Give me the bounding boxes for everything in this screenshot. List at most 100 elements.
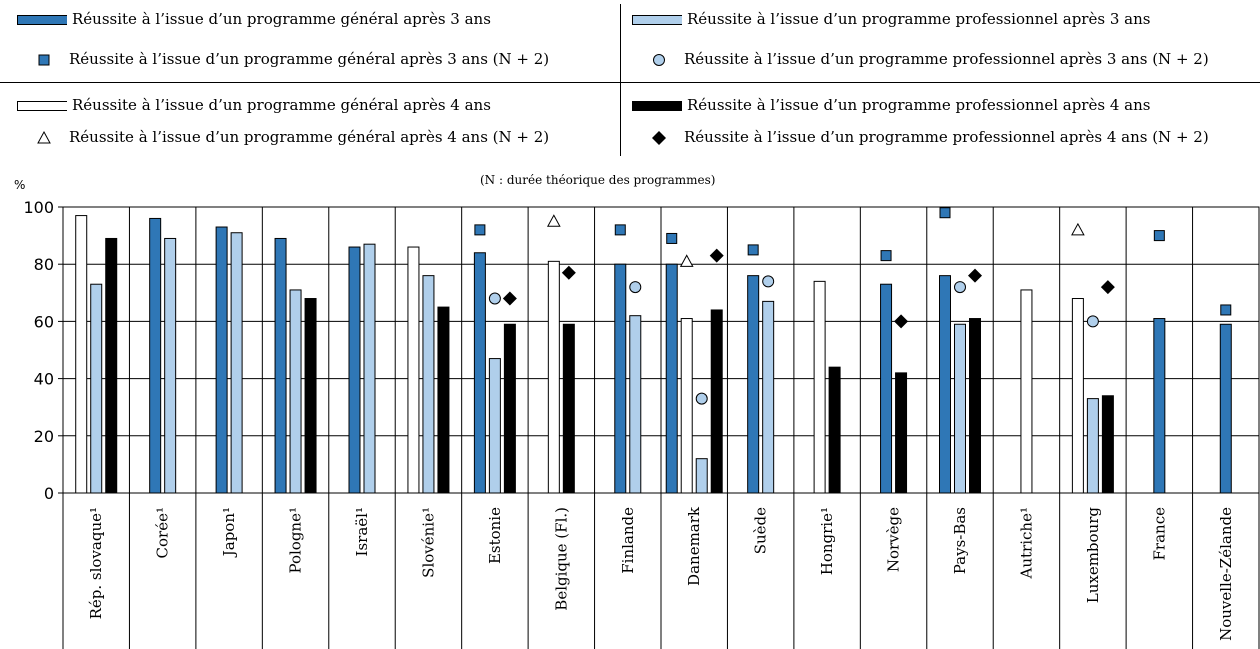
- bar: [1071, 298, 1084, 494]
- bar: [422, 275, 435, 494]
- bar: [614, 263, 627, 494]
- y-tick-label: 60: [34, 312, 54, 331]
- legend-marker: [38, 54, 50, 66]
- bar: [562, 323, 575, 494]
- bar: [828, 366, 841, 494]
- data-marker: [679, 254, 694, 267]
- y-tick-label: 0: [44, 484, 54, 503]
- legend-divider: [620, 4, 621, 156]
- legend-swatch: [632, 101, 682, 111]
- bar: [1219, 323, 1232, 494]
- data-marker: [880, 250, 892, 262]
- x-tick-label: Hongrie¹: [818, 507, 836, 575]
- x-tick-label: Belgique (Fl.): [552, 507, 570, 611]
- bar: [274, 237, 287, 494]
- bar: [629, 315, 642, 494]
- bar: [969, 318, 981, 494]
- data-marker: [1086, 315, 1099, 328]
- x-tick-label: Danemark: [685, 506, 703, 586]
- bar: [710, 309, 723, 494]
- bar: [304, 298, 317, 494]
- legend-label: Réussite à l’issue d’un programme profes…: [684, 128, 1209, 146]
- legend-item: Réussite à l’issue d’un programme profes…: [632, 94, 1252, 116]
- bar: [547, 260, 560, 494]
- bar: [880, 283, 893, 494]
- bar: [149, 217, 162, 494]
- x-tick-label: Slovénie¹: [419, 507, 437, 578]
- data-marker: [502, 291, 517, 306]
- x-tick-label: Nouvelle-Zélande: [1217, 507, 1235, 641]
- bar: [164, 237, 177, 494]
- x-tick-label: Pays-Bas: [951, 507, 969, 574]
- data-marker: [488, 292, 501, 305]
- data-marker: [695, 392, 708, 405]
- legend-swatch: [652, 131, 666, 145]
- bar: [75, 215, 88, 494]
- x-tick-label: Rép. slovaque¹: [87, 507, 105, 619]
- bar: [215, 226, 228, 494]
- x-tick-label: Suède: [752, 507, 770, 554]
- legend-label: Réussite à l’issue d’un programme généra…: [69, 50, 550, 68]
- x-tick-label: Luxembourg: [1084, 507, 1102, 604]
- y-axis-label: %: [14, 178, 26, 192]
- x-tick-label: Autriche¹: [1017, 507, 1035, 579]
- data-marker: [709, 248, 724, 263]
- bar: [695, 458, 708, 494]
- x-tick-label: Corée¹: [154, 507, 172, 558]
- bar: [813, 280, 826, 494]
- bar: [90, 283, 103, 494]
- legend-swatch: [37, 130, 51, 144]
- x-tick-label: France: [1150, 507, 1168, 561]
- bar: [488, 358, 501, 494]
- bar: [747, 275, 760, 494]
- data-marker: [614, 224, 626, 236]
- bar: [473, 252, 486, 494]
- legend-divider: [0, 82, 1260, 83]
- x-tick-label: Estonie: [486, 507, 504, 564]
- data-marker: [894, 314, 909, 329]
- y-tick-label: 100: [23, 198, 54, 217]
- legend-label: Réussite à l’issue d’un programme généra…: [69, 128, 550, 146]
- legend: Réussite à l’issue d’un programme généra…: [0, 0, 1260, 160]
- bar: [1086, 398, 1099, 494]
- x-tick-label: Norvège: [885, 507, 903, 572]
- y-tick-label: 40: [34, 370, 54, 389]
- bar: [289, 289, 302, 494]
- data-marker: [629, 281, 642, 294]
- legend-item: Réussite à l’issue d’un programme généra…: [17, 48, 637, 70]
- bar: [954, 323, 966, 494]
- bar: [407, 246, 420, 494]
- y-tick-label: 80: [34, 255, 54, 274]
- bar: [503, 323, 516, 494]
- data-marker: [1100, 280, 1115, 295]
- legend-swatch: [653, 54, 665, 66]
- bar: [230, 232, 243, 494]
- bar: [762, 300, 775, 494]
- bar: [895, 372, 908, 494]
- legend-marker: [653, 54, 665, 66]
- bar: [665, 263, 678, 494]
- chart-note: (N : durée théorique des programmes): [480, 173, 716, 187]
- legend-swatch: [632, 15, 682, 25]
- legend-swatch: [17, 15, 67, 25]
- bar: [363, 243, 376, 494]
- data-marker: [474, 224, 486, 236]
- legend-marker: [652, 131, 666, 145]
- data-marker: [762, 275, 775, 288]
- x-tick-label: Israël¹: [353, 507, 371, 556]
- legend-swatch: [38, 54, 50, 66]
- legend-label: Réussite à l’issue d’un programme généra…: [72, 10, 491, 28]
- data-marker: [939, 207, 951, 219]
- bar: [1153, 318, 1166, 494]
- legend-marker: [37, 130, 51, 144]
- x-tick-label: Pologne¹: [287, 507, 305, 574]
- legend-label: Réussite à l’issue d’un programme généra…: [72, 96, 491, 114]
- legend-item: Réussite à l’issue d’un programme profes…: [632, 48, 1252, 70]
- data-marker: [666, 232, 678, 244]
- legend-item: Réussite à l’issue d’un programme profes…: [632, 126, 1252, 148]
- legend-item: Réussite à l’issue d’un programme profes…: [632, 8, 1252, 30]
- data-marker: [1071, 222, 1085, 236]
- legend-swatch: [17, 101, 67, 111]
- bar: [939, 275, 951, 494]
- x-tick-label: Finlande: [619, 507, 637, 574]
